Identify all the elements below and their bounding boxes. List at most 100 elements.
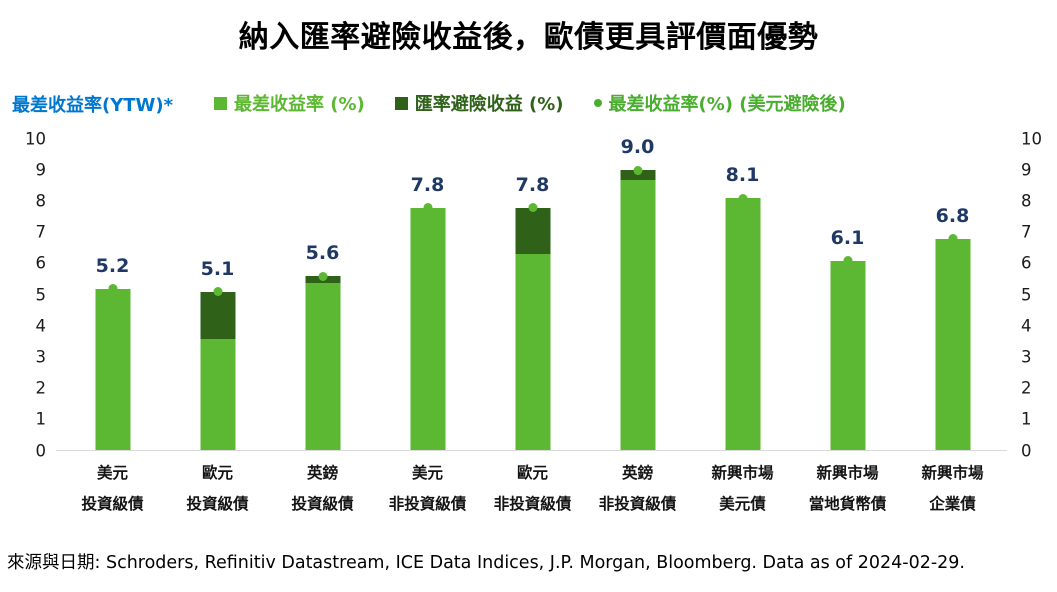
y-axis-left: 0 1 2 3 4 5 6 7 8 9 10 bbox=[0, 130, 47, 458]
hedged-ytw-marker-icon bbox=[213, 287, 222, 297]
y-tick-label: 4 bbox=[35, 315, 47, 335]
y-tick-label: 3 bbox=[1021, 347, 1032, 367]
x-category-line1: 英鎊 bbox=[306, 464, 338, 482]
data-label: 5.6 bbox=[305, 242, 340, 265]
hedged-ytw-marker-icon bbox=[423, 203, 432, 213]
y-tick-label: 8 bbox=[1021, 191, 1032, 211]
chart-title: 納入匯率避險收益後，歐債更具評價面優勢 bbox=[238, 20, 819, 55]
bar-group: 6.8 bbox=[900, 139, 1005, 451]
x-category-line2: 投資級債 bbox=[186, 494, 249, 513]
y-tick-label: 2 bbox=[1021, 378, 1032, 398]
y-tick-label: 0 bbox=[1021, 440, 1032, 460]
x-category-line2: 美元債 bbox=[719, 494, 766, 513]
y-tick-label: 4 bbox=[1021, 315, 1032, 335]
x-category-line1: 新興市場 bbox=[816, 464, 879, 482]
x-category-line1: 美元 bbox=[96, 464, 128, 482]
bar-segment-ytw bbox=[830, 260, 865, 451]
bars-container: 5.2 5.1 5.6 7.8 7.8 9.0 8.1 6.1 6.8 bbox=[60, 136, 1005, 451]
y-tick-label: 7 bbox=[35, 222, 47, 242]
x-category-line1: 美元 bbox=[411, 464, 443, 482]
legend-item-hedged-ytw: 最差收益率(%) (美元避險後) bbox=[593, 90, 846, 116]
data-label: 6.1 bbox=[830, 226, 865, 249]
x-category-line2: 投資級債 bbox=[291, 494, 354, 513]
hedged-ytw-marker-icon bbox=[528, 203, 537, 213]
y-axis-right: 0 1 2 3 4 5 6 7 8 9 10 bbox=[1021, 130, 1057, 458]
x-category-line1: 歐元 bbox=[516, 464, 548, 482]
legend-item-hedge: 匯率避險收益 (%) bbox=[394, 90, 564, 116]
bar-segment-hedge bbox=[515, 207, 550, 255]
y-axis-title: 最差收益率(YTW)* bbox=[12, 95, 174, 116]
x-category-line1: 歐元 bbox=[201, 464, 233, 482]
hedged-ytw-marker-icon bbox=[948, 234, 957, 244]
x-category-label: 英鎊 非投資級債 bbox=[585, 464, 690, 513]
data-label: 7.8 bbox=[515, 173, 550, 196]
y-tick-label: 5 bbox=[1021, 284, 1032, 304]
bar-group: 5.2 bbox=[60, 139, 165, 451]
x-category-label: 美元 非投資級債 bbox=[375, 464, 480, 513]
y-tick-label: 8 bbox=[35, 191, 47, 211]
x-category-line1: 英鎊 bbox=[621, 464, 653, 482]
x-category-label: 新興市場 企業債 bbox=[900, 464, 1005, 513]
bar-segment-ytw bbox=[95, 288, 130, 451]
x-category-line1: 新興市場 bbox=[921, 464, 984, 482]
hedged-ytw-marker-icon bbox=[633, 165, 642, 175]
legend-label: 最差收益率(%) (美元避險後) bbox=[608, 94, 846, 115]
hedged-ytw-marker-icon bbox=[108, 284, 117, 294]
bar-group: 5.1 bbox=[165, 139, 270, 451]
y-tick-label: 1 bbox=[35, 409, 47, 429]
x-category-line2: 非投資級債 bbox=[388, 494, 467, 513]
x-category-line1: 新興市場 bbox=[711, 464, 774, 482]
bar-group: 6.1 bbox=[795, 139, 900, 451]
data-label: 5.2 bbox=[95, 254, 130, 277]
bar-group: 5.6 bbox=[270, 139, 375, 451]
plot-area: 5.2 5.1 5.6 7.8 7.8 9.0 8.1 6.1 6.8 bbox=[56, 136, 1007, 451]
data-label: 5.1 bbox=[200, 257, 235, 280]
legend-label: 最差收益率 (%) bbox=[234, 94, 365, 115]
data-label: 6.8 bbox=[935, 204, 970, 227]
bar-segment-ytw bbox=[515, 254, 550, 451]
source-note: 來源與日期: Schroders, Refinitiv Datastream, … bbox=[7, 553, 965, 573]
bar-group: 7.8 bbox=[375, 139, 480, 451]
y-tick-label: 1 bbox=[1021, 409, 1032, 429]
legend-square-light-green-icon bbox=[214, 96, 227, 110]
legend: 最差收益率 (%) 匯率避險收益 (%) 最差收益率(%) (美元避險後) bbox=[214, 90, 846, 116]
hedged-ytw-marker-icon bbox=[318, 271, 327, 281]
bar-segment-hedge bbox=[620, 170, 655, 180]
x-category-label: 歐元 投資級債 bbox=[165, 464, 270, 513]
x-axis-labels: 美元 投資級債 歐元 投資級債 英鎊 投資級債 美元 非投資級債 歐元 非投資級債 英鎊 非投資級債新… bbox=[60, 464, 1005, 513]
legend-item-ytw: 最差收益率 (%) bbox=[214, 90, 365, 116]
y-tick-label: 0 bbox=[35, 440, 47, 460]
data-label: 7.8 bbox=[410, 173, 445, 196]
y-tick-label: 3 bbox=[35, 347, 47, 367]
legend-dot-icon bbox=[593, 99, 602, 107]
y-tick-label: 9 bbox=[1021, 159, 1032, 179]
bar-segment-ytw bbox=[725, 198, 760, 451]
bar-segment-ytw bbox=[200, 338, 235, 451]
x-category-line2: 當地貨幣債 bbox=[808, 494, 887, 513]
y-tick-label: 10 bbox=[1021, 128, 1042, 148]
x-axis-line bbox=[56, 450, 1007, 451]
y-tick-label: 6 bbox=[1021, 253, 1032, 273]
y-tick-label: 5 bbox=[35, 284, 47, 304]
bar-segment-ytw bbox=[935, 238, 970, 451]
hedged-ytw-marker-icon bbox=[843, 256, 852, 266]
y-tick-label: 9 bbox=[35, 159, 47, 179]
x-category-label: 美元 投資級債 bbox=[60, 464, 165, 513]
hedged-ytw-marker-icon bbox=[738, 193, 747, 203]
legend-square-dark-green-icon bbox=[394, 96, 408, 110]
bar-segment-ytw bbox=[620, 179, 655, 451]
x-category-line2: 投資級債 bbox=[81, 494, 144, 513]
data-label: 9.0 bbox=[620, 136, 655, 159]
y-tick-label: 10 bbox=[25, 128, 46, 148]
y-tick-label: 2 bbox=[35, 378, 47, 398]
x-category-line2: 非投資級債 bbox=[598, 494, 677, 513]
bar-segment-ytw bbox=[305, 282, 340, 451]
x-category-label: 新興市場 美元債 bbox=[690, 464, 795, 513]
x-category-line2: 企業債 bbox=[929, 494, 976, 513]
x-category-label: 英鎊 投資級債 bbox=[270, 464, 375, 513]
x-category-label: 新興市場 當地貨幣債 bbox=[795, 464, 900, 513]
bar-group: 7.8 bbox=[480, 139, 585, 451]
y-tick-label: 7 bbox=[1021, 222, 1032, 242]
bar-group: 9.0 bbox=[585, 136, 690, 451]
bar-group: 8.1 bbox=[690, 139, 795, 451]
